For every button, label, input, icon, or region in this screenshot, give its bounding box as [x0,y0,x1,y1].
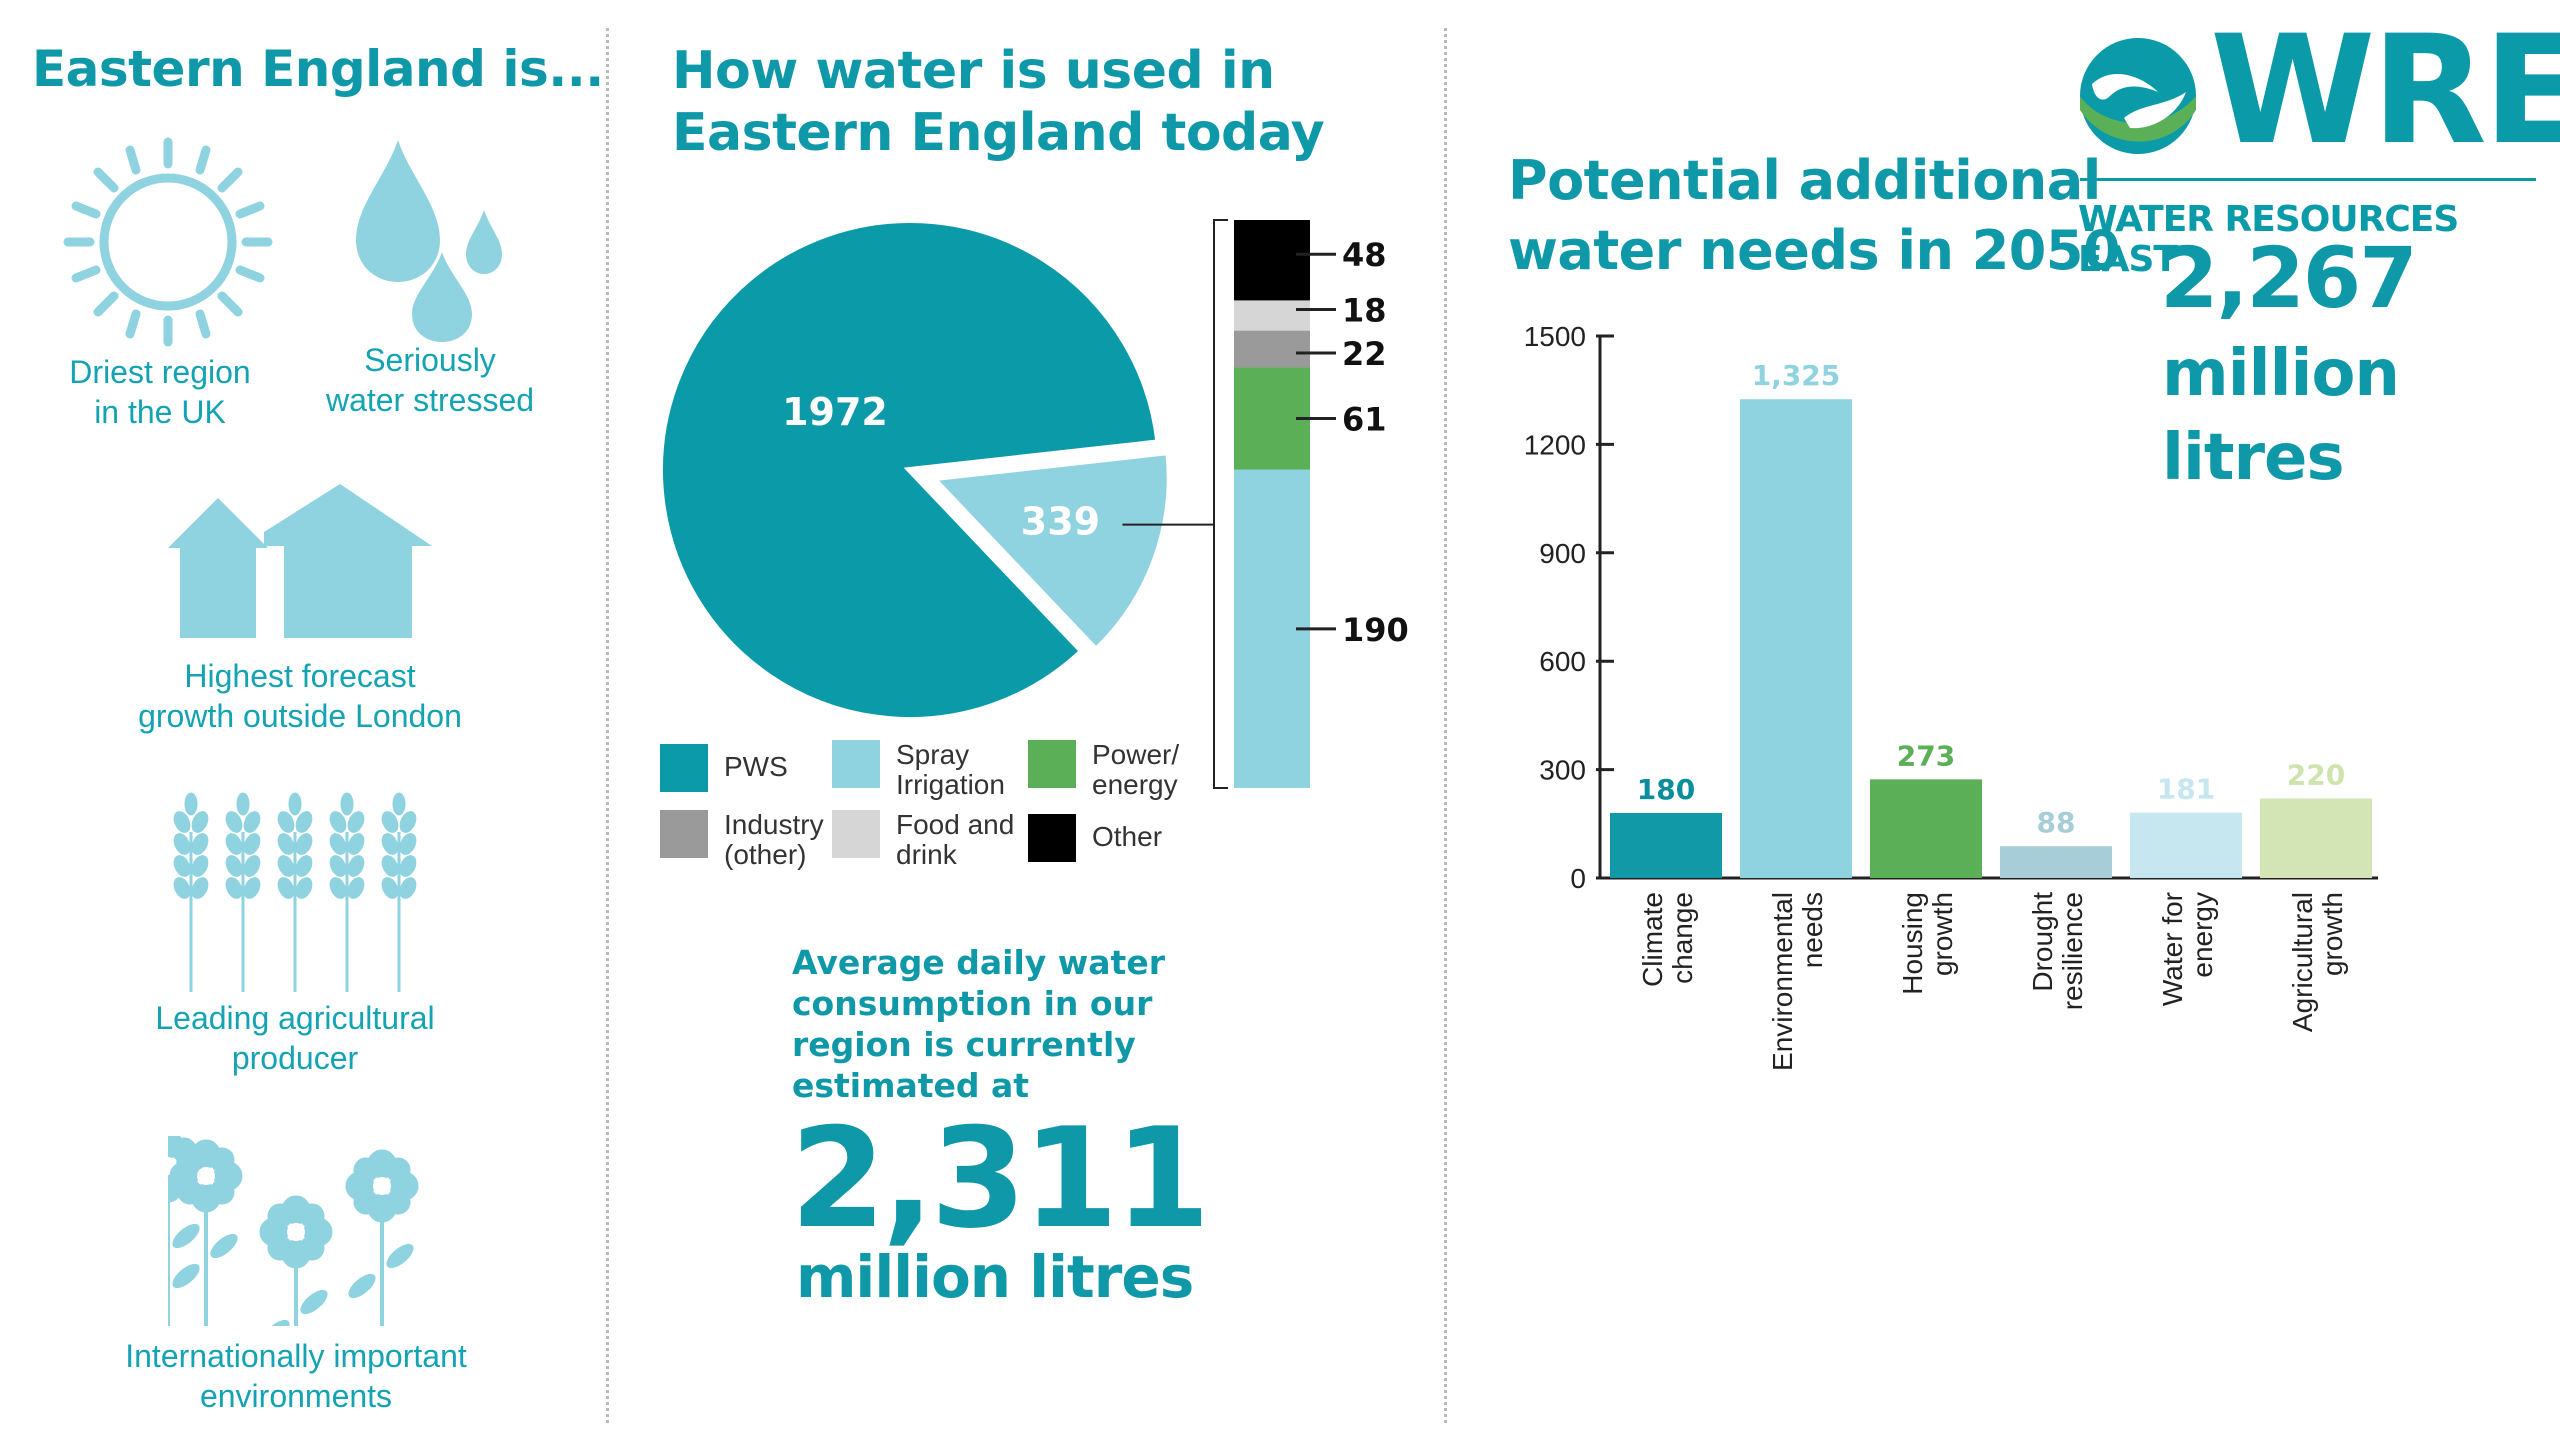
column-divider-left [606,28,609,1423]
legend-pws: PWS [660,744,788,792]
bar-3 [2000,846,2112,878]
legend-spray: Spray Irrigation [832,740,1005,800]
bar-value-label: 273 [1897,739,1955,772]
pie-label-spray: 339 [1021,500,1100,544]
bar-1 [1740,399,1852,878]
y-tick-label: 1200 [1524,429,1586,460]
x-category-label: Environmentalneeds [1767,892,1828,1071]
bar-0 [1610,812,1722,878]
total-need-value: 2,267 [2160,229,2418,327]
fact-env-label: Internationally important environments [125,1338,467,1414]
bar-value-label: 220 [2287,759,2345,792]
logo-rule [2080,178,2536,181]
total-need-unit: million litres [2162,337,2400,495]
bar-value-label: 180 [1637,773,1695,806]
x-category-label: Droughtresilience [2027,892,2088,1010]
fact-driest-label: Driest region in the UK [69,354,251,430]
legend-swatch [660,810,708,858]
stack-label-61: 61 [1342,401,1387,439]
stack-bracket [1213,219,1228,789]
flowers-icon [168,1136,420,1326]
sun-icon [63,137,273,347]
avg-consumption-value: 2,311 [790,1098,1211,1259]
stack-segment-22 [1234,330,1310,368]
pie-slice-spray-irrigation [922,446,1175,658]
legend-swatch [1028,814,1076,862]
legend-swatch [832,810,880,858]
avg-consumption-unit: million litres [796,1243,1194,1311]
stack-label-190: 190 [1342,611,1409,649]
stack-label-22: 22 [1342,335,1387,373]
legend-other: Other [1028,814,1162,862]
pie-label-pws: 1972 [782,390,888,434]
wheat-icon [173,792,421,992]
legend-power: Power/energy [1028,740,1179,800]
bar-2 [1870,779,1982,878]
x-category-label: Water forenergy [2157,892,2218,1006]
avg-consumption-text: Average daily water consumption in our r… [792,943,1165,1105]
stack-label-18: 18 [1342,292,1387,330]
x-category-label: Climatechange [1637,892,1698,987]
stack-segment-48 [1234,220,1310,301]
x-category-label: Housinggrowth [1897,892,1958,995]
middle-title: How water is used in Eastern England toda… [672,41,1325,163]
left-title: Eastern England is... [32,40,604,98]
x-category-label: Agriculturalgrowth [2287,892,2348,1032]
additional-needs-bar-chart: 0 300 600 900 1200 1500 180 Climatechange 1,325 E… [1524,321,2378,1071]
bar-4 [2130,812,2242,878]
water-use-chart: 1972 339 190 61 22 18 48 [657,217,1409,789]
fact-agri-label: Leading agricultural producer [155,1000,435,1076]
houses-icon [168,484,432,638]
right-title: Potential additional water needs in 2050 [1508,149,2121,282]
column-divider-right [1444,28,1447,1423]
logo-wre: WRE [2210,4,2560,178]
y-tick-label: 1500 [1524,321,1586,352]
stack-label-48: 48 [1342,236,1387,274]
fact-stressed-label: Seriously water stressed [325,342,535,418]
pie-slice-pws [657,217,1162,723]
bar-5 [2260,798,2372,878]
y-tick-label: 0 [1570,863,1586,894]
y-tick-label: 600 [1539,646,1586,677]
y-tick-label: 300 [1539,755,1586,786]
legend-food: Food and drink [832,810,1014,870]
y-tick-label: 900 [1539,538,1586,569]
bar-value-label: 1,325 [1752,359,1841,392]
water-drops-icon [356,140,502,342]
stack-segment-18 [1234,300,1310,331]
bar-value-label: 88 [2037,806,2076,839]
logo-subtitle: WATER RESOURCES EAST [2078,199,2459,280]
legend-swatch [1028,740,1076,788]
fact-growth-label: Highest forecast growth outside London [138,658,462,734]
legend-industry: Industry (other) [660,810,824,870]
hands-water-logo-icon [2080,38,2196,154]
legend-swatch [832,740,880,788]
legend-swatch [660,744,708,792]
bar-value-label: 181 [2157,773,2215,806]
